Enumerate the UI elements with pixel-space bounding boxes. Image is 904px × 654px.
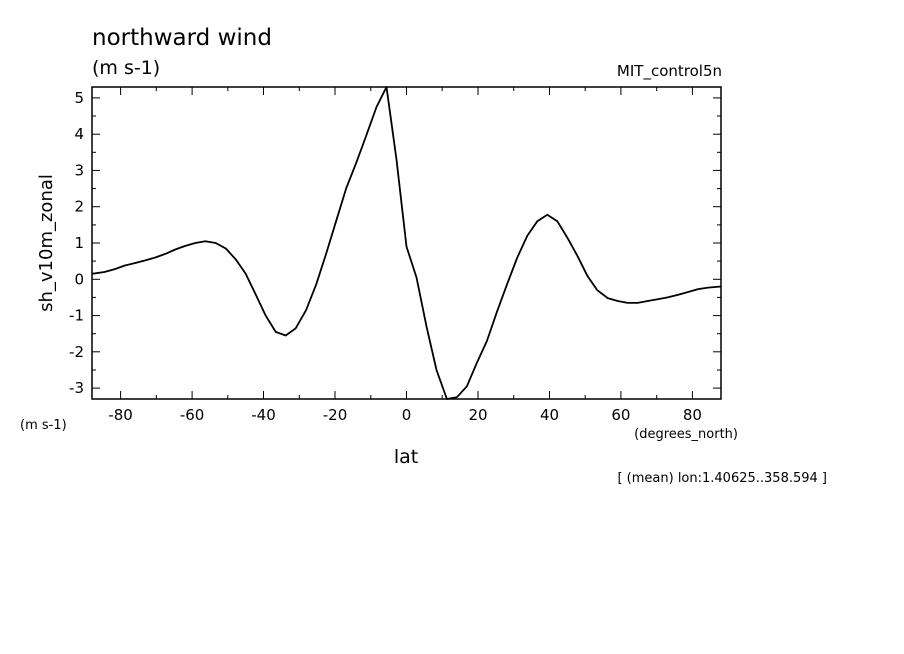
y-tick-label: 1 [74, 234, 84, 252]
y-tick-label: -2 [69, 343, 84, 361]
x-tick-label: -60 [180, 406, 205, 424]
x-tick-label: -20 [323, 406, 348, 424]
x-tick-label: 20 [468, 406, 487, 424]
y-tick-label: 5 [74, 89, 84, 107]
run-label: MIT_control5n [617, 62, 722, 81]
chart-title: northward wind [92, 25, 272, 51]
y-tick-label: 0 [74, 270, 84, 288]
x-tick-label: -40 [251, 406, 276, 424]
x-axis: -80 -60 -40 -20 0 20 40 60 80 [108, 87, 702, 424]
y-axis: -3 -2 -1 0 1 2 3 4 5 [69, 89, 721, 397]
y-axis-units: (m s-1) [20, 418, 67, 433]
y-tick-label: -3 [69, 379, 84, 397]
x-axis-label: lat [394, 446, 418, 468]
title-units: (m s-1) [92, 57, 160, 79]
y-tick-label: -1 [69, 307, 84, 325]
y-axis-label: sh_v10m_zonal [36, 174, 57, 312]
x-axis-units: (degrees_north) [634, 427, 738, 442]
x-tick-label: -80 [108, 406, 133, 424]
footnote: [ (mean) lon:1.40625..358.594 ] [617, 471, 827, 486]
x-tick-label: 0 [402, 406, 412, 424]
x-tick-label: 60 [611, 406, 630, 424]
y-tick-label: 3 [74, 161, 84, 179]
y-tick-label: 4 [74, 125, 84, 143]
x-tick-label: 80 [683, 406, 702, 424]
x-tick-label: 40 [540, 406, 559, 424]
series-line [91, 86, 722, 400]
y-tick-label: 2 [74, 198, 84, 216]
plot-area: -80 -60 -40 -20 0 20 40 60 80 -3 -2 -1 0 1 2 3 4 5 [69, 86, 722, 424]
